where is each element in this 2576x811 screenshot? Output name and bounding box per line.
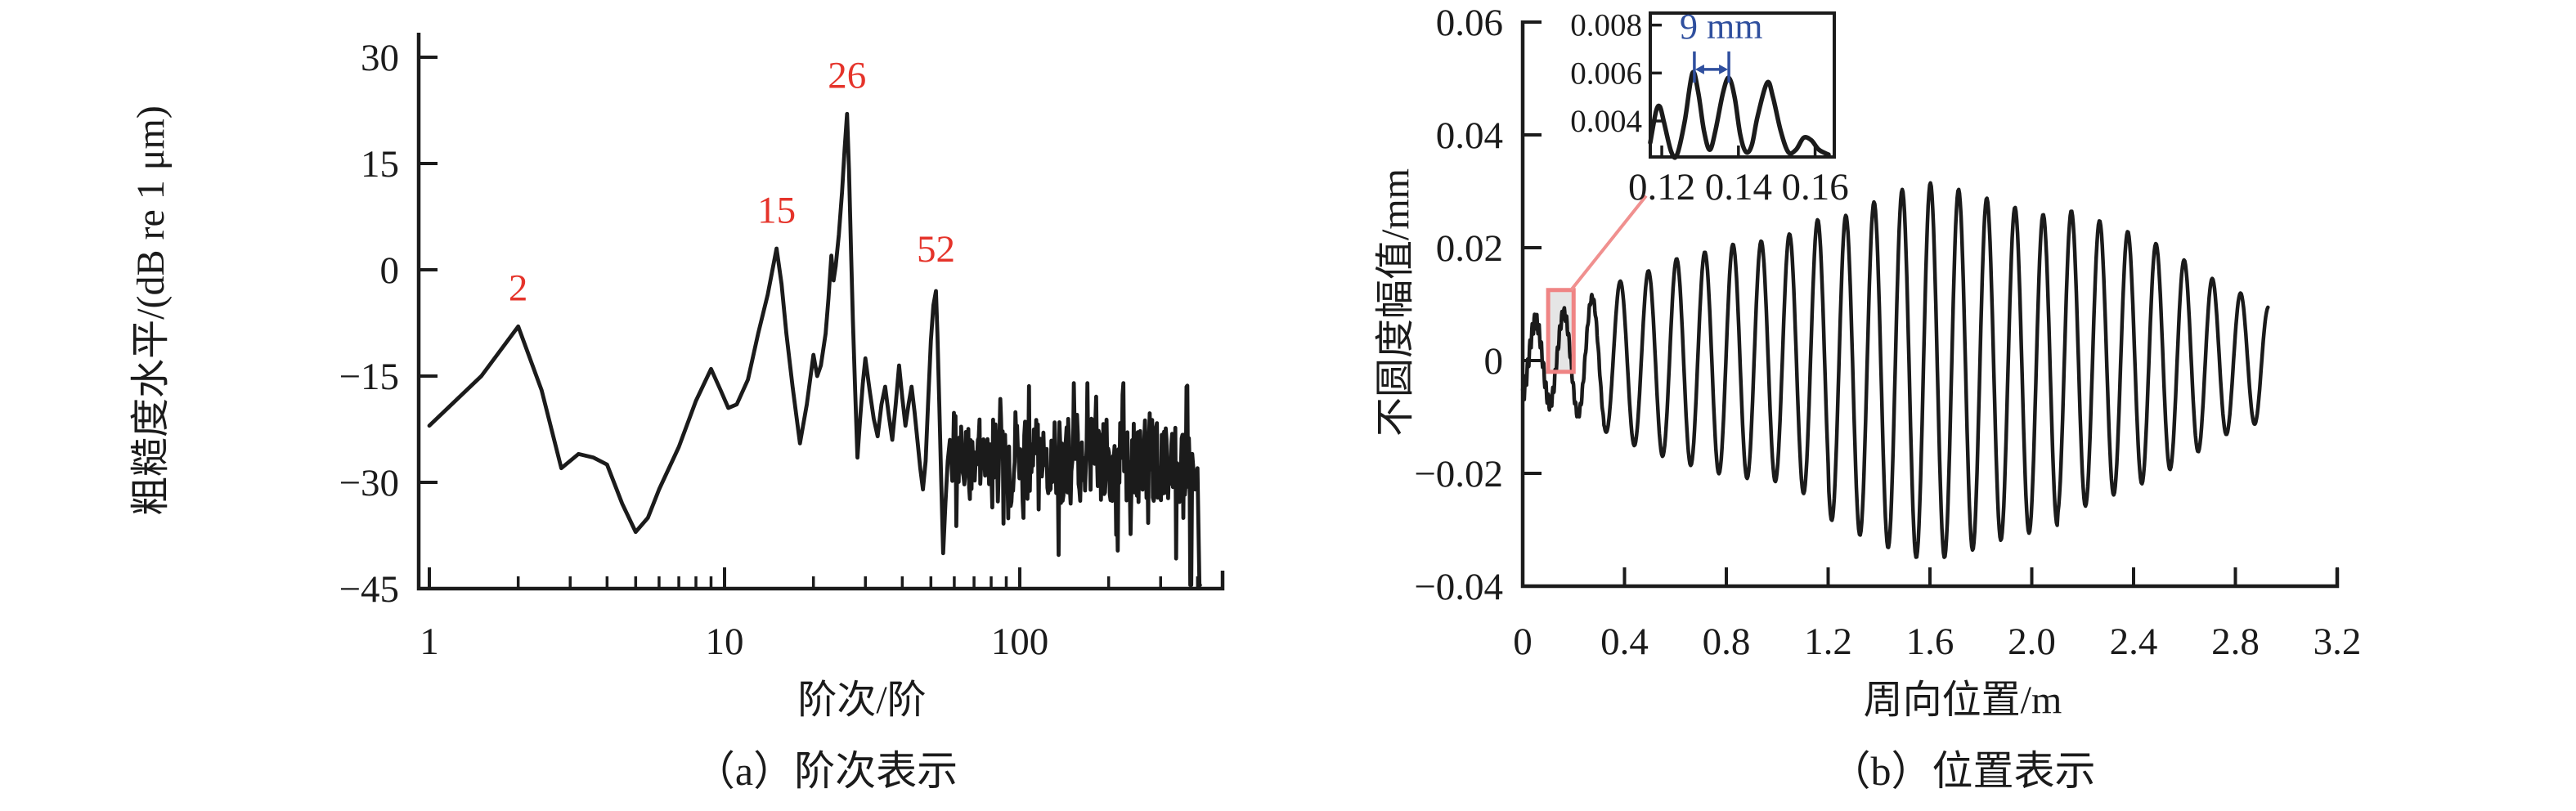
chart-b-x-tick-label: 3.2 xyxy=(2313,621,2362,663)
chart-b-roundness-profile: 0.060.040.020−0.02−0.040 0.4 0.8 1.2 1.6 2.0 2… xyxy=(1374,2,2361,794)
chart-a-y-tick-label: −45 xyxy=(339,568,399,611)
chart-b-x-tick-label: 2.4 xyxy=(2110,621,2158,663)
chart-b-y-axis-title: 不圆度幅值/mm xyxy=(1374,168,1417,437)
chart-a-y-tick-label: −15 xyxy=(339,356,399,398)
peak-label-2: 2 xyxy=(509,267,528,310)
inset-frame xyxy=(1649,11,1836,159)
inset-x-tick-label: 0.16 xyxy=(1781,166,1848,208)
chart-b-x-tick-label: 1.2 xyxy=(1804,621,1852,663)
chart-a-x-tick-label: 10 xyxy=(706,621,744,663)
chart-b-y-tick-label: 0.06 xyxy=(1436,2,1503,44)
chart-a-x-axis-title: 阶次/阶 xyxy=(797,679,926,722)
chart-b-y-tick-label: 0.04 xyxy=(1436,114,1503,157)
chart-a-curve xyxy=(427,111,1202,588)
chart-a-axes: 30 15 0 −15 −30 −45 1 10 100 xyxy=(339,33,1225,663)
callout-line xyxy=(1569,195,1648,291)
arrow-head-right xyxy=(1719,64,1729,74)
inset-y-tick-label: 0.008 xyxy=(1570,8,1642,43)
chart-a-caption: （a）阶次表示 xyxy=(694,748,958,794)
chart-a-x-tick-label: 100 xyxy=(991,621,1049,663)
chart-a-y-tick-label: 30 xyxy=(361,37,399,79)
chart-b-y-tick-label: 0 xyxy=(1484,340,1504,383)
inset-curve xyxy=(1648,69,1831,160)
inset-x-tick-label: 0.14 xyxy=(1705,166,1772,208)
chart-b-profile-line xyxy=(1520,181,2270,559)
highlight-box xyxy=(1546,288,1576,374)
inset-y-tick-label: 0.006 xyxy=(1570,56,1642,91)
chart-b-x-tick-label: 0.4 xyxy=(1600,621,1649,663)
chart-a-spectrum-line xyxy=(427,111,1202,588)
chart-b-axes: 0.060.040.020−0.02−0.040 0.4 0.8 1.2 1.6 2.0 2… xyxy=(1414,2,2361,663)
inset-y-tick-label: 0.004 xyxy=(1570,104,1642,139)
chart-b-caption: （b）位置表示 xyxy=(1830,748,2096,794)
peak-label-52: 52 xyxy=(917,228,955,271)
chart-b-highlight-and-callout xyxy=(1546,195,1648,374)
chart-a-y-tick-label: 15 xyxy=(361,143,399,186)
chart-b-x-tick-label: 2.0 xyxy=(2008,621,2056,663)
chart-a-y-axis-title: 粗糙度水平/(dB re 1 μm) xyxy=(129,105,173,516)
inset-distance-label: 9 mm xyxy=(1680,7,1762,47)
chart-b-x-axis-title: 周向位置/m xyxy=(1864,679,2062,722)
chart-a-axis-lines xyxy=(416,33,1225,591)
chart-a-order-spectrum: 30 15 0 −15 −30 −45 1 10 100 2 15 26 52 粗糙度水平/(dB r… xyxy=(129,33,1225,794)
chart-b-x-tick-label: 0.8 xyxy=(1703,621,1751,663)
peak-label-26: 26 xyxy=(828,55,866,97)
peak-label-15: 15 xyxy=(757,189,796,231)
chart-a-x-tick-label: 1 xyxy=(420,621,439,663)
chart-a-peak-labels: 2 15 26 52 xyxy=(509,55,955,310)
chart-a-y-tick-label: 0 xyxy=(380,249,400,292)
chart-b-curve xyxy=(1520,181,2270,559)
chart-b-zoom-inset: 0.004 0.006 0.008 0.12 0.14 0.16 9 mm xyxy=(1570,7,1848,208)
chart-b-x-tick-label: 1.6 xyxy=(1906,621,1954,663)
arrow-head-left xyxy=(1694,64,1704,74)
chart-b-y-tick-label: −0.02 xyxy=(1414,453,1503,495)
inset-x-tick-label: 0.12 xyxy=(1628,166,1695,208)
chart-a-y-tick-label: −30 xyxy=(339,462,399,504)
chart-b-x-tick-label: 0 xyxy=(1513,621,1533,663)
chart-b-y-tick-label: 0.02 xyxy=(1436,227,1503,270)
chart-b-y-tick-label: −0.04 xyxy=(1414,566,1503,608)
chart-b-x-tick-label: 2.8 xyxy=(2211,621,2260,663)
